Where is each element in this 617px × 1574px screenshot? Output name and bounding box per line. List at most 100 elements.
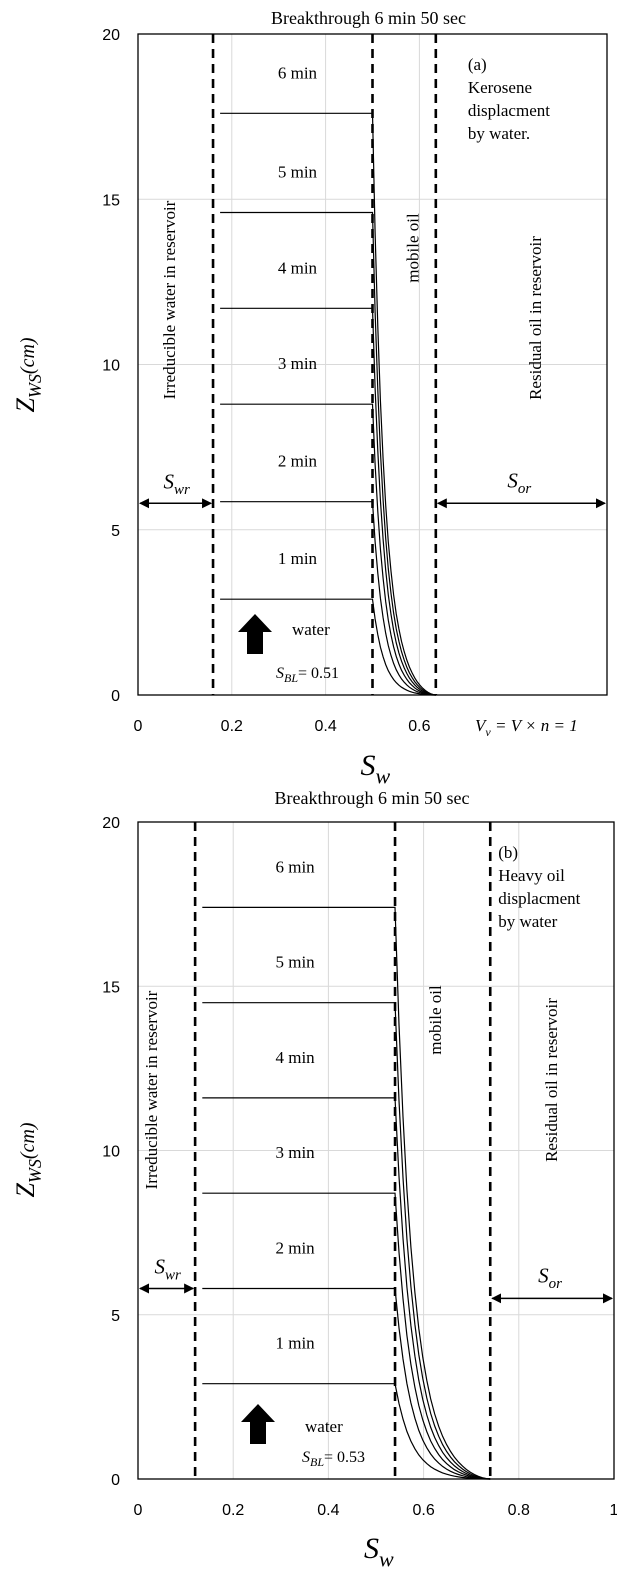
y-tick-label: 10 xyxy=(102,358,120,375)
series-line-5min xyxy=(220,211,436,696)
zone-label-mobile: mobile oil xyxy=(404,213,423,283)
y-axis-label-part: WS xyxy=(25,374,45,398)
series-label: 4 min xyxy=(278,258,318,277)
x-tick-label: 0.8 xyxy=(508,1502,530,1519)
swr-label: Swr xyxy=(155,1254,182,1283)
zone-label-irreducible: Irreducible water in reservoir xyxy=(160,200,179,399)
panel-annotation-line: Kerosene xyxy=(468,78,532,97)
zone-label-mobile: mobile oil xyxy=(426,985,445,1055)
chart-title: Breakthrough 6 min 50 sec xyxy=(271,8,466,28)
series-label: 4 min xyxy=(275,1048,315,1067)
sor-label: Sor xyxy=(507,468,531,497)
series-line-3min xyxy=(220,403,436,696)
y-axis-label-part: (cm) xyxy=(17,337,39,374)
swr-label-main: S xyxy=(164,469,175,493)
series-line-6min xyxy=(202,906,491,1480)
y-tick-label: 5 xyxy=(111,523,120,540)
y-axis-label-part: WS xyxy=(25,1159,45,1183)
x-axis-label-main: S xyxy=(361,749,376,782)
panel-annotation-line: by water. xyxy=(468,124,530,143)
y-tick-label: 15 xyxy=(102,192,120,209)
series-label: 1 min xyxy=(278,549,318,568)
chart-panel-b: 0 5 10 15 20 0 0.2 0.4 0.6 0.8 1 Breakthrough 6 min… xyxy=(11,788,617,1571)
sbl-sub: BL xyxy=(284,671,298,685)
x-tick-label: 0.2 xyxy=(222,1502,244,1519)
series-line-6min xyxy=(220,112,436,696)
sbl-value: = 0.51 xyxy=(298,665,339,682)
water-flow-arrow-icon xyxy=(241,1404,275,1444)
panel-annotation-line: by water xyxy=(498,912,557,931)
pore-volume-label: Vv = V × n = 1 xyxy=(475,716,578,739)
x-axis-label-sub: w xyxy=(376,763,391,788)
panel-annotation-line: displacment xyxy=(498,889,580,908)
x-tick-label: 0 xyxy=(134,718,143,735)
y-tick-label: 20 xyxy=(102,815,120,832)
series-label: 5 min xyxy=(278,162,318,181)
series-line-2min xyxy=(220,501,436,696)
sbl-main: S xyxy=(276,665,284,682)
zone-label-residual: Residual oil in reservoir xyxy=(526,236,545,400)
y-tick-label: 5 xyxy=(111,1308,120,1325)
plot-frame xyxy=(137,821,615,1480)
x-tick-label: 0.2 xyxy=(221,718,243,735)
panel-annotation-line: Heavy oil xyxy=(498,866,565,885)
sor-label-main: S xyxy=(538,1263,549,1287)
y-tick-label: 0 xyxy=(111,688,120,705)
sbl-sub: BL xyxy=(310,1455,324,1469)
series-line-4min xyxy=(220,307,436,696)
sor-label: Sor xyxy=(538,1263,562,1292)
x-axis-label-sub: w xyxy=(379,1546,394,1571)
sbl-main: S xyxy=(302,1449,310,1466)
sor-label-sub: or xyxy=(518,481,532,497)
series-label: 6 min xyxy=(275,857,315,876)
chart-panel-a: 0 5 10 15 20 0 0.2 0.4 0.6 Breakthrough 6 min 50 … xyxy=(11,8,608,788)
series-line-2min xyxy=(202,1287,491,1480)
y-axis-label: ZWS(cm) xyxy=(11,1122,45,1197)
series-line-5min xyxy=(202,1002,491,1480)
sbl-label: SBL= 0.51 xyxy=(276,665,339,685)
water-flow-arrow-icon xyxy=(238,614,272,654)
water-label: water xyxy=(305,1417,343,1436)
series-label: 1 min xyxy=(275,1334,315,1353)
sbl-value: = 0.53 xyxy=(324,1449,365,1466)
series-label: 3 min xyxy=(278,354,318,373)
panel-annotation-line: (b) xyxy=(498,843,518,862)
zone-label-irreducible: Irreducible water in reservoir xyxy=(142,990,161,1189)
series-label: 6 min xyxy=(278,63,318,82)
x-tick-label: 0 xyxy=(134,1502,143,1519)
series-label: 2 min xyxy=(275,1238,315,1257)
swr-label-main: S xyxy=(155,1254,166,1278)
x-tick-label: 0.6 xyxy=(408,718,430,735)
y-tick-label: 10 xyxy=(102,1144,120,1161)
pore-volume-sub: v xyxy=(485,725,491,739)
y-tick-label: 20 xyxy=(102,27,120,44)
series-line-4min xyxy=(202,1097,491,1480)
panel-annotation-line: displacment xyxy=(468,101,550,120)
y-axis-label-part: Z xyxy=(11,1183,40,1198)
y-axis-label-part: (cm) xyxy=(17,1122,39,1159)
series-label: 2 min xyxy=(278,452,318,471)
y-axis-label: ZWS(cm) xyxy=(11,337,45,412)
panel-annotation-line: (a) xyxy=(468,55,487,74)
series-label: 5 min xyxy=(275,953,315,972)
water-label: water xyxy=(292,620,330,639)
pore-volume-eq: = V × n = 1 xyxy=(491,716,578,735)
x-axis-label: Sw xyxy=(364,1532,394,1571)
series-label: 3 min xyxy=(275,1143,315,1162)
x-tick-label: 1 xyxy=(610,1502,617,1519)
series-line-3min xyxy=(202,1192,491,1480)
chart-title: Breakthrough 6 min 50 sec xyxy=(275,788,470,808)
y-axis-label-part: Z xyxy=(11,398,40,413)
x-tick-label: 0.4 xyxy=(317,1502,339,1519)
sbl-label: SBL= 0.53 xyxy=(302,1449,365,1469)
swr-label-sub: wr xyxy=(174,482,190,498)
swr-label-sub: wr xyxy=(165,1267,181,1283)
x-axis-label: Sw xyxy=(361,749,391,788)
x-axis-label-main: S xyxy=(364,1532,379,1565)
x-tick-label: 0.6 xyxy=(412,1502,434,1519)
y-tick-label: 15 xyxy=(102,979,120,996)
swr-label: Swr xyxy=(164,469,191,498)
y-tick-label: 0 xyxy=(111,1472,120,1489)
zone-label-residual: Residual oil in reservoir xyxy=(542,998,561,1162)
